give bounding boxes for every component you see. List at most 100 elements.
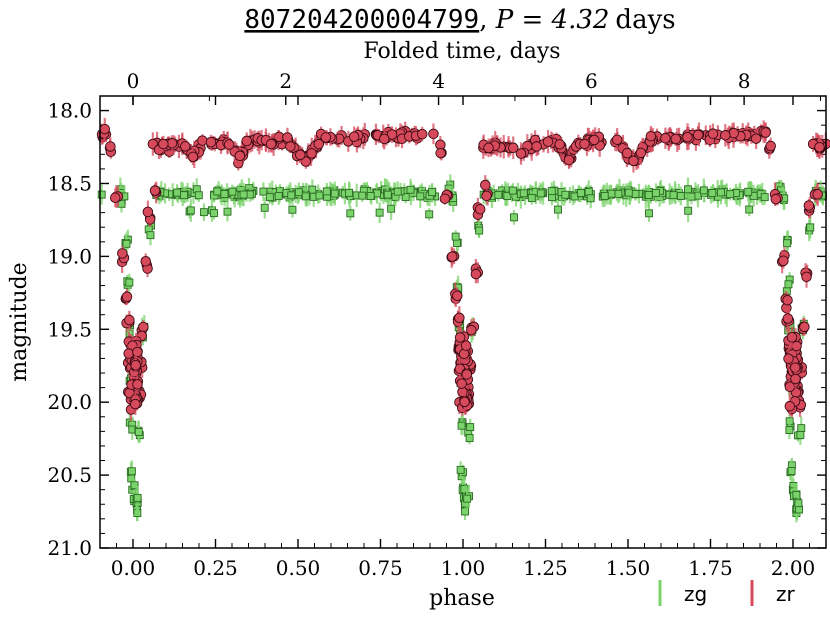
zg-point: [294, 188, 303, 197]
zg-point: [684, 185, 692, 194]
zg-point: [179, 191, 188, 200]
zg-point: [416, 192, 425, 201]
zg-point: [406, 185, 415, 194]
zr-point: [814, 141, 825, 153]
zr-point: [803, 200, 815, 211]
zr-point: [801, 271, 812, 283]
zr-point: [507, 142, 519, 154]
zg-point: [475, 226, 484, 235]
x-axis-title: phase: [429, 586, 495, 611]
chart-title: 807204200004799, P = 4.32 days: [244, 5, 675, 35]
zr-point: [682, 131, 693, 143]
zr-point: [223, 139, 235, 150]
top-x-tick-label: 2: [279, 69, 292, 93]
zr-point: [187, 151, 199, 163]
top-x-tick-label: 8: [738, 69, 751, 93]
bottom-x-axis: 0.00 0.25 0.50 0.75 1.00 1.25 1.50 1.75 2.00: [111, 96, 827, 580]
zr-point: [138, 321, 149, 333]
zg-point: [749, 191, 758, 200]
zg-point: [519, 189, 528, 198]
top-x-axis: 0 2 4 6 8: [127, 69, 821, 105]
zr-point: [241, 135, 252, 147]
object-id: 807204200004799: [244, 5, 479, 35]
zr-point: [320, 132, 332, 143]
y-tick-label: 18.5: [47, 171, 92, 195]
zg-point: [194, 191, 203, 200]
top-x-tick-label: 0: [127, 69, 140, 93]
zg-point: [259, 187, 268, 196]
zr-point: [692, 129, 704, 141]
zr-point: [765, 140, 776, 152]
period-unit: days: [615, 5, 675, 35]
zg-point: [133, 493, 142, 502]
zg-point: [607, 189, 616, 198]
zr-point: [466, 324, 477, 336]
zg-point: [97, 190, 106, 199]
zr-point: [348, 131, 360, 142]
zg-point: [708, 189, 717, 197]
zg-point: [586, 194, 595, 203]
zg-point: [223, 207, 232, 216]
zr-point: [295, 149, 306, 161]
zg-point: [387, 204, 396, 213]
zg-point: [503, 192, 512, 200]
zr-point: [621, 147, 633, 159]
zg-point: [425, 210, 434, 219]
zg-point: [346, 209, 355, 218]
zg-point: [228, 187, 237, 196]
zg-point: [699, 186, 708, 195]
zr-point: [285, 141, 296, 152]
zg-point: [510, 213, 518, 222]
zg-point: [274, 191, 283, 200]
zr-point: [799, 321, 810, 333]
zr-point: [121, 291, 133, 302]
zr-point: [635, 147, 647, 159]
x-tick-label: 0.75: [358, 556, 403, 580]
x-tick-label: 1.25: [523, 556, 568, 580]
zg-point: [726, 190, 735, 199]
zg-point: [783, 239, 792, 248]
zg-point: [494, 190, 503, 199]
zg-point: [428, 188, 436, 197]
zr-point: [109, 192, 121, 203]
y-tick-label: 18.0: [47, 99, 92, 123]
zg-point: [358, 191, 367, 200]
zg-point: [527, 194, 536, 202]
zg-point: [784, 280, 793, 289]
zr-point: [313, 138, 325, 150]
zr-point: [660, 133, 671, 144]
y-tick-label: 20.5: [47, 463, 92, 487]
x-tick-label: 0.50: [276, 556, 321, 580]
zg-point: [451, 232, 460, 241]
title-separator: ,: [479, 5, 496, 35]
zr-point: [124, 314, 135, 326]
zr-point: [483, 142, 494, 154]
zg-point: [287, 191, 296, 200]
y-axis: 18.0 18.5 19.0 19.5 20.0 20.5 21.0: [47, 99, 826, 560]
zg-point: [457, 421, 466, 430]
zg-point: [383, 190, 392, 199]
zg-point: [465, 434, 474, 443]
zr-point: [99, 123, 110, 135]
zr-point: [132, 379, 143, 390]
plot-frame: [99, 95, 827, 549]
zr-point: [452, 290, 463, 301]
top-x-axis-title: Folded time, days: [363, 39, 560, 64]
zr-point: [791, 340, 802, 352]
zr-point: [454, 332, 466, 343]
zg-point: [631, 189, 640, 198]
zr-point: [628, 155, 639, 167]
zg-point: [624, 188, 633, 197]
zr-point: [786, 332, 798, 343]
zg-point: [744, 187, 753, 196]
zr-point: [439, 193, 451, 204]
zr-point: [132, 346, 143, 358]
zg-point: [220, 190, 229, 198]
zr-point: [180, 141, 191, 152]
zr-point: [611, 134, 623, 145]
zr-point: [456, 378, 467, 389]
zr-point: [459, 396, 470, 408]
zr-point: [579, 138, 590, 150]
zr-point: [554, 139, 565, 150]
